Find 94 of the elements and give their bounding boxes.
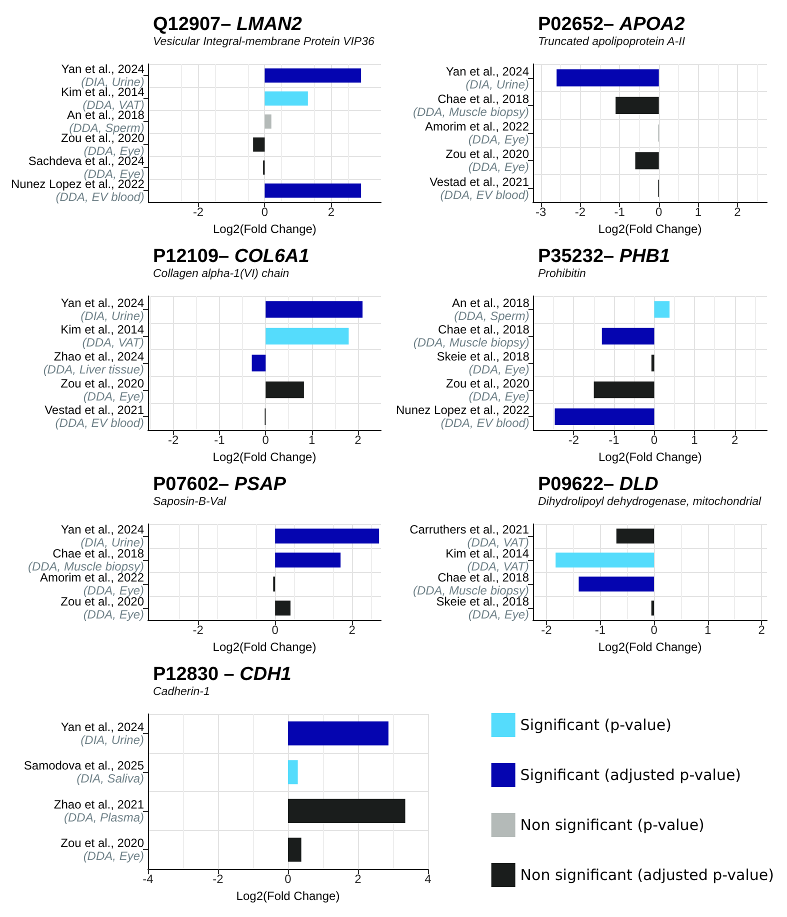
- x-tick-label: 0: [650, 623, 658, 638]
- bar: [264, 68, 362, 83]
- legend-label: Significant (p-value): [520, 716, 672, 734]
- bar: [288, 760, 298, 784]
- x-tick-label: -2: [568, 433, 580, 448]
- legend-label: Non significant (adjusted p-value): [520, 866, 774, 884]
- y-tick-label: Vestad et al., 2021 (DDA, EV blood): [44, 403, 144, 430]
- y-tick-label: Zhao et al., 2021 (DDA, Plasma): [54, 797, 144, 824]
- x-tick-label: 1: [691, 433, 698, 448]
- x-tick-label: -3: [536, 205, 547, 220]
- legend-label: Significant (adjusted p-value): [520, 766, 742, 784]
- x-tick-label: -2: [192, 205, 204, 220]
- chart-title: P09622– DLD: [538, 474, 659, 495]
- chart-subtitle: Truncated apolipoprotein A-II: [538, 36, 686, 48]
- y-tick-label: Yan et al., 2024 (DIA, Urine): [60, 296, 144, 323]
- y-tick-label: Amorim et al., 2022 (DDA, Eye): [424, 120, 530, 147]
- x-tick-label: 2: [354, 433, 362, 448]
- x-tick-label: -1: [614, 205, 626, 220]
- x-tick-label: 0: [656, 205, 663, 220]
- bar: [288, 838, 302, 862]
- x-axis-title: Log2(Fold Change): [598, 222, 702, 236]
- x-tick-label: -2: [574, 205, 586, 220]
- x-tick-label: 1: [308, 433, 316, 448]
- y-tick-label: Chae et al., 2018 (DDA, Muscle biopsy): [412, 92, 530, 119]
- chart-subtitle: Dihydrolipoyl dehydrogenase, mitochondrial: [538, 496, 762, 508]
- x-tick-label: 4: [424, 872, 432, 886]
- chart-title: P12109– COL6A1: [153, 246, 310, 267]
- x-tick-label: -4: [142, 872, 154, 886]
- bar: [266, 301, 363, 318]
- bar: [264, 91, 308, 106]
- y-tick-label: Carruthers et al., 2021 (DDA, VAT): [410, 522, 530, 550]
- y-tick-label: Nunez Lopez et al., 2022 (DDA, EV blood): [396, 403, 530, 430]
- x-tick-label: 2: [758, 623, 766, 638]
- y-tick-label: Yan et al., 2024 (DIA, Urine): [446, 64, 530, 92]
- bar: [275, 600, 290, 616]
- chart-subtitle: Collagen alpha-1(VI) chain: [153, 268, 290, 280]
- x-axis-title: Log2(Fold Change): [598, 450, 702, 464]
- x-tick-label: -1: [594, 623, 606, 638]
- chart-subtitle: Prohibitin: [538, 268, 586, 280]
- y-tick-label: Samodova et al., 2025 (DIA, Saliva): [24, 758, 144, 786]
- x-tick-label: -2: [541, 623, 552, 638]
- legend-label: Non significant (p-value): [520, 816, 704, 834]
- bar: [288, 798, 406, 823]
- x-tick-label: -1: [214, 433, 226, 448]
- y-tick-label: Yan et al., 2024 (DIA, Urine): [60, 720, 144, 747]
- x-tick-label: -2: [212, 872, 224, 886]
- x-tick-label: 0: [272, 623, 279, 638]
- x-axis-title: Log2(Fold Change): [213, 222, 316, 236]
- y-tick-label: Kim et al., 2014 (DDA, VAT): [60, 322, 144, 350]
- x-tick-label: -1: [608, 433, 620, 448]
- y-tick-label: Zou et al., 2020 (DDA, Eye): [60, 836, 144, 864]
- x-tick-label: -2: [168, 433, 180, 448]
- x-axis-title: Log2(Fold Change): [212, 450, 316, 464]
- x-tick-label: 0: [261, 205, 268, 220]
- y-tick-label: Vestad et al., 2021 (DDA, EV blood): [430, 174, 530, 202]
- bar: [266, 382, 304, 398]
- bar: [275, 528, 380, 544]
- bar: [253, 137, 265, 152]
- bar: [264, 114, 272, 129]
- x-tick-label: 2: [354, 872, 362, 886]
- y-tick-label: Zou et al., 2020 (DDA, Eye): [446, 376, 530, 404]
- bar: [264, 183, 362, 198]
- y-tick-label: Zou et al., 2020 (DDA, Eye): [446, 147, 530, 174]
- chart-title: P35232– PHB1: [538, 246, 670, 267]
- x-axis-title: Log2(Fold Change): [212, 640, 316, 654]
- y-tick-label: Skeie et al., 2018 (DDA, Eye): [436, 350, 530, 377]
- chart-title: P07602– PSAP: [153, 474, 286, 495]
- x-tick-label: 1: [704, 623, 712, 638]
- chart-subtitle: Cadherin-1: [153, 686, 210, 698]
- x-tick-label: 0: [262, 433, 270, 448]
- x-tick-label: 0: [284, 872, 292, 886]
- x-tick-label: 2: [348, 623, 356, 638]
- x-axis-title: Log2(Fold Change): [598, 640, 702, 654]
- x-tick-label: -2: [192, 623, 204, 638]
- chart-title: P12830 – CDH1: [153, 664, 292, 685]
- chart-subtitle: Vesicular Integral-membrane Protein VIP36: [153, 36, 375, 48]
- chart-subtitle: Saposin-B-Val: [153, 496, 227, 508]
- bar: [252, 354, 266, 372]
- chart-title: P02652– APOA2: [538, 14, 686, 35]
- y-tick-label: An et al., 2018 (DDA, Sperm): [452, 296, 530, 323]
- bar: [288, 721, 388, 746]
- x-axis-title: Log2(Fold Change): [236, 889, 340, 903]
- x-tick-label: 1: [694, 205, 702, 220]
- x-tick-label: 2: [328, 205, 335, 220]
- y-tick-label: Chae et al., 2018 (DDA, Muscle biopsy): [413, 322, 530, 350]
- bar: [275, 552, 341, 568]
- y-tick-label: Zhao et al., 2024 (DDA, Liver tissue): [43, 350, 144, 377]
- x-tick-label: 0: [650, 433, 658, 448]
- y-tick-label: Zou et al., 2020 (DDA, Eye): [60, 376, 144, 404]
- bar: [266, 328, 349, 345]
- chart-title: Q12907– LMAN2: [153, 14, 302, 35]
- x-tick-label: 2: [731, 433, 738, 448]
- y-tick-label: Yan et al., 2024 (DIA, Urine): [60, 522, 144, 550]
- x-tick-label: 2: [734, 205, 742, 220]
